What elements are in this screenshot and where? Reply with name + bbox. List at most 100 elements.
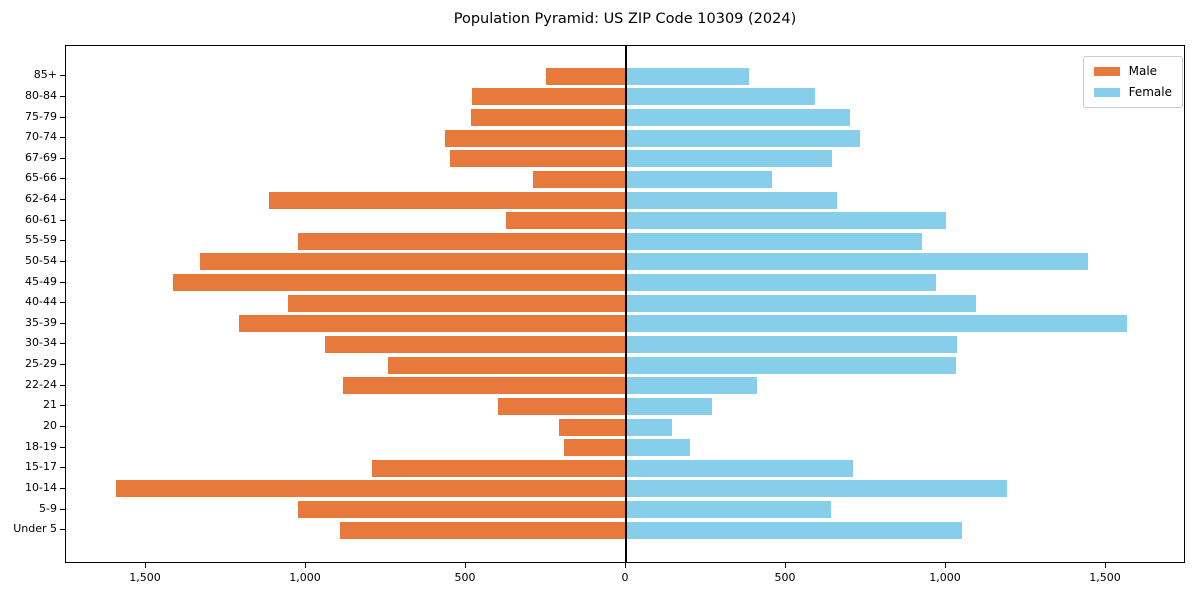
y-tick-45-49 (60, 281, 65, 283)
y-label-65-66: 65-66 (25, 171, 57, 185)
y-label-18-19: 18-19 (25, 439, 57, 453)
male-color-swatch (1093, 66, 1120, 76)
male-bar-55-59 (298, 232, 626, 250)
x-label-1,500: 1,500 (1089, 571, 1121, 584)
female-bar-25-29 (626, 356, 956, 374)
y-tick-Under 5 (60, 529, 65, 531)
y-label-80-84: 80-84 (25, 88, 57, 102)
y-tick-10-14 (60, 487, 65, 489)
y-label-75-79: 75-79 (25, 109, 57, 123)
female-bar-65-66 (626, 170, 772, 188)
x-tick-0 (625, 563, 626, 568)
female-bar-62-64 (626, 191, 838, 209)
male-bar-67-69 (450, 150, 626, 168)
x-tick-1,500 (145, 563, 146, 568)
y-label-Under 5: Under 5 (13, 522, 57, 536)
y-label-60-61: 60-61 (25, 212, 57, 226)
male-bar-21 (498, 397, 626, 415)
male-bar-15-17 (371, 459, 626, 477)
female-bar-Under 5 (626, 521, 962, 539)
y-tick-70-74 (60, 137, 65, 139)
y-tick-18-19 (60, 446, 65, 448)
x-tick-1,000 (945, 563, 946, 568)
legend-entry-male: Male (1093, 64, 1172, 78)
zero-axis-line (625, 46, 627, 562)
y-label-40-44: 40-44 (25, 295, 57, 309)
y-label-55-59: 55-59 (25, 233, 57, 247)
y-tick-80-84 (60, 95, 65, 97)
y-tick-30-34 (60, 343, 65, 345)
female-bar-45-49 (626, 274, 937, 292)
female-bar-20 (626, 418, 673, 436)
male-bar-25-29 (387, 356, 626, 374)
female-bar-67-69 (626, 150, 833, 168)
chart-title: Population Pyramid: US ZIP Code 10309 (2… (453, 11, 797, 27)
female-bar-80-84 (626, 88, 815, 106)
y-tick-55-59 (60, 240, 65, 242)
y-label-67-69: 67-69 (25, 150, 57, 164)
female-bar-5-9 (626, 501, 831, 519)
male-bar-35-39 (238, 315, 626, 333)
legend: Male Female (1082, 56, 1183, 108)
male-bar-50-54 (200, 253, 626, 271)
x-tick-500 (785, 563, 786, 568)
male-bar-10-14 (115, 480, 626, 498)
y-label-15-17: 15-17 (25, 460, 57, 474)
y-tick-22-24 (60, 384, 65, 386)
male-bar-22-24 (342, 377, 626, 395)
male-bar-85+ (546, 67, 626, 85)
female-bar-70-74 (626, 129, 860, 147)
plot-area (65, 45, 1185, 563)
x-label-1,000: 1,000 (289, 571, 321, 584)
female-bar-22-24 (626, 377, 758, 395)
male-bar-80-84 (472, 88, 626, 106)
x-tick-500 (465, 563, 466, 568)
female-bar-55-59 (626, 232, 922, 250)
male-bar-60-61 (506, 212, 626, 230)
female-bar-85+ (626, 67, 750, 85)
x-label-500: 500 (454, 571, 476, 584)
male-bar-62-64 (269, 191, 626, 209)
y-tick-25-29 (60, 364, 65, 366)
male-bar-18-19 (563, 439, 626, 457)
male-bar-40-44 (288, 294, 626, 312)
female-bar-50-54 (626, 253, 1089, 271)
male-bar-75-79 (470, 109, 626, 127)
y-label-30-34: 30-34 (25, 336, 57, 350)
y-tick-60-61 (60, 219, 65, 221)
y-label-35-39: 35-39 (25, 315, 57, 329)
y-tick-65-66 (60, 178, 65, 180)
y-label-10-14: 10-14 (25, 480, 57, 494)
y-tick-67-69 (60, 157, 65, 159)
female-bar-18-19 (626, 439, 690, 457)
y-label-25-29: 25-29 (25, 357, 57, 371)
y-label-62-64: 62-64 (25, 192, 57, 206)
y-tick-62-64 (60, 199, 65, 201)
male-bar-5-9 (298, 501, 626, 519)
y-tick-40-44 (60, 302, 65, 304)
y-tick-21 (60, 405, 65, 407)
female-bar-10-14 (626, 480, 1007, 498)
x-label-1,500: 1,500 (129, 571, 161, 584)
y-label-21: 21 (43, 398, 57, 412)
legend-entry-female: Female (1093, 85, 1172, 99)
female-bar-60-61 (626, 212, 946, 230)
female-color-swatch (1093, 87, 1120, 97)
male-bar-65-66 (533, 170, 626, 188)
female-bar-75-79 (626, 109, 850, 127)
male-bar-45-49 (173, 274, 626, 292)
male-bar-30-34 (325, 335, 626, 353)
male-bar-70-74 (445, 129, 626, 147)
y-tick-75-79 (60, 116, 65, 118)
x-label-500: 500 (774, 571, 796, 584)
female-bar-21 (626, 397, 713, 415)
y-label-45-49: 45-49 (25, 274, 57, 288)
y-tick-5-9 (60, 508, 65, 510)
y-tick-15-17 (60, 467, 65, 469)
female-bar-40-44 (626, 294, 977, 312)
male-bar-Under 5 (339, 521, 626, 539)
female-bar-35-39 (626, 315, 1127, 333)
x-label-1,000: 1,000 (929, 571, 961, 584)
male-bar-20 (558, 418, 626, 436)
